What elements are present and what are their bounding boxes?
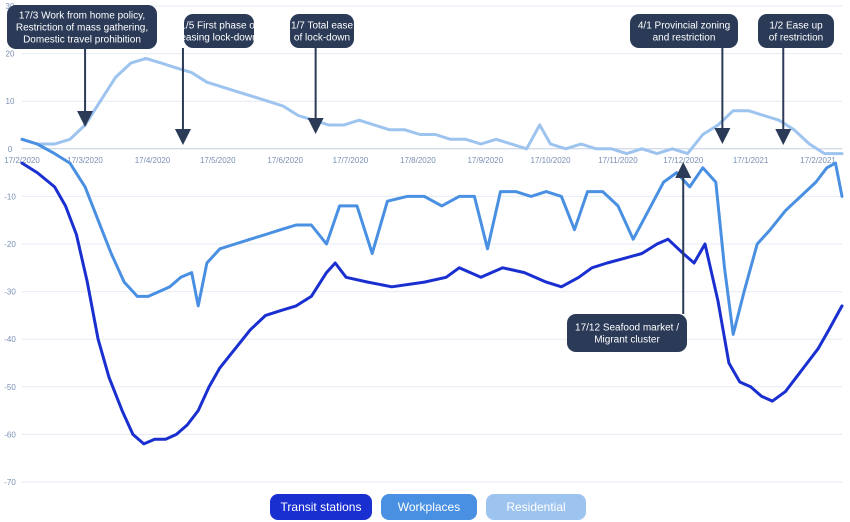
series-line-residential xyxy=(20,56,844,156)
annotation-box xyxy=(758,14,834,48)
annotation-text: 1/2 Ease up xyxy=(769,21,823,32)
x-axis-ticks: 17/2/2020 17/3/2020 17/4/2020 17/5/2020 17/6… xyxy=(4,156,836,165)
y-tick-label: -30 xyxy=(4,288,16,297)
annotation-text: Restriction of mass gathering, xyxy=(16,23,148,34)
y-tick-label: -40 xyxy=(4,335,16,344)
x-tick-label: 17/12/2020 xyxy=(663,156,704,165)
x-tick-label: 17/5/2020 xyxy=(200,156,236,165)
y-tick-label: -20 xyxy=(4,240,16,249)
x-tick-label: 17/10/2020 xyxy=(531,156,572,165)
annotation-text: Domestic travel prohibition xyxy=(23,35,141,46)
y-axis-ticks: 30 20 10 0 -10 -20 -30 -40 -50 -60 -70 xyxy=(4,2,16,487)
legend-swatch xyxy=(381,494,477,520)
legend-label: Transit stations xyxy=(281,500,362,514)
annotations: 17/3 Work from home policy,Restriction o… xyxy=(7,5,834,352)
annotation-text: and restriction xyxy=(653,33,716,44)
annotation-text: Migrant cluster xyxy=(594,335,660,346)
x-tick-label: 17/4/2020 xyxy=(135,156,171,165)
annotation-text: 4/1 Provincial zoning xyxy=(638,21,730,32)
series-line-workplaces xyxy=(20,137,844,336)
x-tick-label: 17/1/2021 xyxy=(733,156,769,165)
legend-label: Workplaces xyxy=(398,500,460,514)
y-tick-label: -50 xyxy=(4,383,16,392)
y-tick-label: 0 xyxy=(8,145,13,154)
x-tick-label: 17/3/2020 xyxy=(67,156,103,165)
x-tick-label: 17/7/2020 xyxy=(333,156,369,165)
legend: Transit stations Workplaces Residential xyxy=(270,494,586,520)
legend-swatch xyxy=(270,494,372,520)
y-tick-label: -60 xyxy=(4,430,16,439)
annotation-box xyxy=(7,5,157,49)
y-tick-label: 10 xyxy=(6,97,15,106)
annotation-text: of restriction xyxy=(769,33,823,44)
legend-swatch xyxy=(486,494,586,520)
x-tick-label: 17/9/2020 xyxy=(467,156,503,165)
annotation-box xyxy=(290,14,354,48)
x-tick-label: 17/2/2020 xyxy=(4,156,40,165)
annotation: 17/12 Seafood market /Migrant cluster xyxy=(567,162,692,352)
annotation-box xyxy=(567,314,687,352)
x-tick-label: 17/8/2020 xyxy=(400,156,436,165)
annotation-box xyxy=(184,14,254,48)
annotation-text: 17/12 Seafood market / xyxy=(575,323,679,334)
x-tick-label: 17/2/2021 xyxy=(800,156,836,165)
legend-item-workplaces: Workplaces xyxy=(381,494,477,520)
series-lines xyxy=(20,56,844,446)
y-tick-label: -10 xyxy=(4,192,16,201)
y-tick-label: -70 xyxy=(4,478,16,487)
series-line-transit-stations xyxy=(20,161,844,446)
annotation-text: 1/5 First phase of xyxy=(180,21,257,32)
gridlines xyxy=(22,5,842,483)
legend-item-residential: Residential xyxy=(486,494,586,520)
legend-label: Residential xyxy=(506,500,565,514)
x-tick-label: 17/11/2020 xyxy=(598,156,638,165)
x-tick-label: 17/6/2020 xyxy=(267,156,303,165)
y-tick-label: 30 xyxy=(6,2,15,11)
annotation-text: 17/3 Work from home policy, xyxy=(19,11,145,22)
annotation: 17/3 Work from home policy,Restriction o… xyxy=(7,5,157,127)
annotation-text: 1/7 Total ease xyxy=(291,21,354,32)
annotation-box xyxy=(630,14,738,48)
y-tick-label: 20 xyxy=(6,50,15,59)
annotation-text: easing lock-down xyxy=(180,33,257,44)
legend-item-transit-stations: Transit stations xyxy=(270,494,372,520)
annotation-text: of lock-down xyxy=(294,33,350,44)
